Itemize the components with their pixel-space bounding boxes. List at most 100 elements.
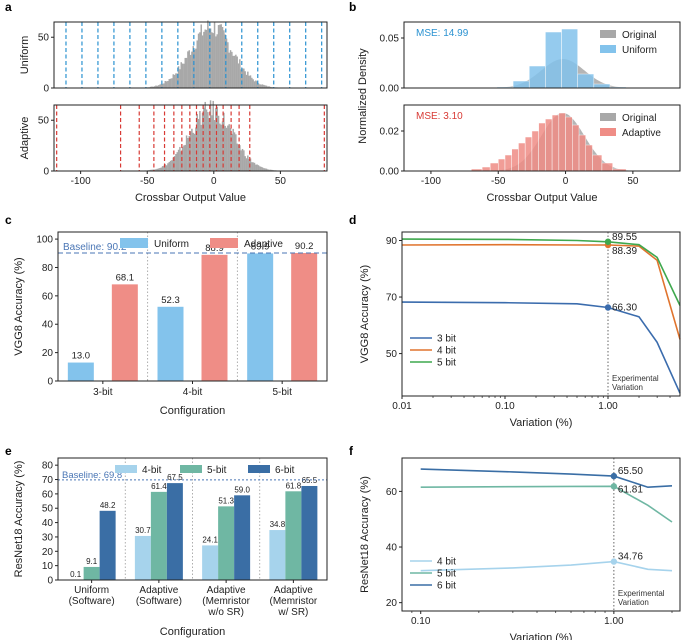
histogram-bar	[216, 34, 218, 88]
histogram-bar	[261, 84, 264, 88]
histogram-bar	[205, 29, 208, 88]
histogram-bar	[151, 86, 153, 88]
histogram-bar	[207, 20, 209, 88]
histogram-bar	[196, 40, 198, 88]
histogram-bar	[212, 100, 214, 171]
bar	[285, 491, 302, 580]
histogram-bar	[180, 62, 182, 88]
y-tick-label: 90	[386, 236, 398, 247]
bar-value-label: 67.5	[167, 473, 183, 482]
series-marker	[604, 238, 612, 245]
histogram-bar	[177, 149, 180, 171]
x-tick-label: 0.10	[411, 616, 431, 627]
histogram-bar	[253, 81, 256, 88]
mse-annotation: MSE: 14.99	[416, 28, 469, 39]
bar-value-label: 0.1	[70, 570, 82, 579]
histogram-bar	[201, 112, 204, 171]
histogram-bar	[245, 74, 248, 88]
y-tick-label: 40	[42, 518, 54, 529]
histogram-bar	[191, 51, 193, 88]
y-tick-label: 0.05	[380, 34, 400, 45]
series-marker	[610, 483, 618, 490]
histogram-bar	[193, 133, 196, 171]
histogram-bar	[200, 124, 202, 171]
bar-value-label: 13.0	[72, 351, 91, 362]
y-tick-label: 60	[42, 489, 54, 500]
legend-label: 4-bit	[142, 465, 162, 476]
legend-swatch-original	[600, 30, 616, 38]
y-tick-label: 20	[42, 348, 54, 359]
x-axis-label: Configuration	[160, 626, 225, 638]
histogram-bar	[223, 30, 225, 89]
histogram-bar	[269, 169, 272, 171]
histogram-bar	[211, 32, 213, 88]
point-value-label: 34.76	[618, 552, 643, 563]
quantized-density-bar	[561, 28, 578, 89]
histogram-bar	[187, 137, 189, 171]
bar-value-label: 30.7	[135, 526, 151, 535]
y-tick-label: 100	[36, 235, 53, 246]
y-tick-label: 0	[43, 167, 49, 178]
bar-value-label: 9.1	[86, 557, 98, 566]
histogram-bar	[264, 85, 266, 88]
histogram-bar	[227, 42, 229, 88]
histogram-bar	[156, 85, 159, 88]
legend-swatch-adaptive	[210, 238, 238, 248]
legend-label: Adaptive	[244, 239, 283, 250]
x-tick-label: -100	[421, 176, 441, 187]
histogram-bar	[157, 168, 160, 171]
legend-label: Original	[622, 113, 656, 124]
legend-label: 4 bit	[437, 346, 456, 357]
histogram-bar	[192, 46, 194, 88]
legend-label: Uniform	[154, 239, 189, 250]
vline-caption: Experimental Variation	[618, 589, 665, 607]
histogram-bar	[233, 132, 236, 171]
x-axis-label: Crossbar Output Value	[135, 192, 246, 204]
legend-label: 6 bit	[437, 581, 456, 592]
histogram-bar	[263, 168, 265, 171]
histogram-bar	[213, 22, 216, 88]
x-tick-label: 0.10	[495, 401, 515, 412]
series-line	[420, 560, 673, 572]
legend-swatch	[248, 465, 270, 473]
legend-swatch-quantized	[600, 45, 616, 53]
quantized-density-bar	[497, 158, 506, 172]
quantized-density-bar	[593, 83, 611, 89]
histogram-bar	[205, 109, 208, 171]
histogram-bar	[256, 81, 258, 88]
subplot-ylabel: Uniform	[19, 36, 31, 75]
histogram-bar	[191, 128, 193, 171]
legend-swatch-quantized	[600, 128, 616, 136]
y-tick-label: 50	[38, 116, 50, 127]
legend-label: 3 bit	[437, 334, 456, 345]
histogram-bar	[197, 33, 200, 88]
y-tick-label: 80	[42, 263, 54, 274]
histogram-bar	[173, 74, 176, 88]
histogram-bar	[217, 25, 220, 88]
y-tick-label: 0.02	[380, 127, 400, 138]
histogram-bar	[204, 101, 206, 171]
histogram-bar	[165, 165, 168, 171]
y-tick-label: 70	[386, 293, 398, 304]
bar-value-label: 89.9	[251, 241, 270, 252]
histogram-bar	[247, 71, 249, 88]
histogram-bar	[264, 168, 266, 171]
legend-label: 5 bit	[437, 358, 456, 369]
legend-label: 5-bit	[207, 465, 227, 476]
bar	[291, 253, 318, 381]
legend-label: 6-bit	[275, 465, 295, 476]
y-tick-label: 30	[42, 532, 54, 543]
histogram-bar	[215, 36, 217, 88]
histogram-bar	[253, 162, 256, 171]
histogram-bar	[271, 169, 273, 171]
series-line	[420, 468, 673, 489]
histogram-bar	[251, 162, 253, 171]
legend-swatch-original	[600, 113, 616, 121]
quantized-density-bar	[601, 162, 613, 172]
histogram-bar	[175, 154, 177, 171]
legend-label: Original	[622, 30, 656, 41]
panel-label-d: d	[349, 213, 356, 227]
histogram-bar	[228, 124, 230, 171]
histogram-bar	[149, 86, 152, 88]
